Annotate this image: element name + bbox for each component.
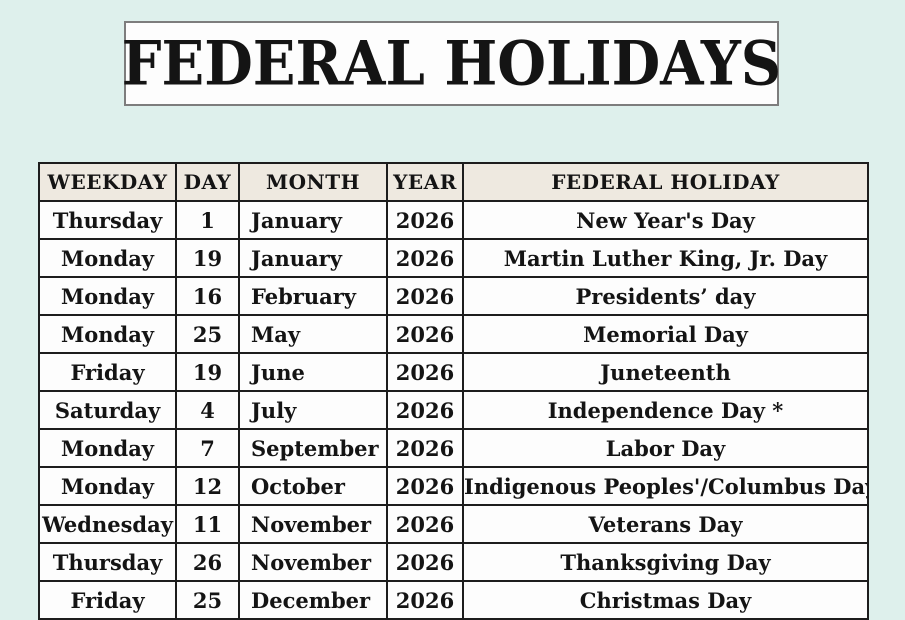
table-row: Wednesday 11 November 2026 Veterans Day — [38, 504, 869, 544]
cell-month: November — [238, 504, 388, 544]
cell-year: 2026 — [386, 504, 464, 544]
cell-day: 12 — [175, 466, 240, 506]
cell-month: December — [238, 580, 388, 620]
table-body: Thursday 1 January 2026 New Year's Day M… — [38, 200, 869, 620]
cell-federal-holiday: Veterans Day — [462, 504, 869, 544]
cell-federal-holiday: Thanksgiving Day — [462, 542, 869, 582]
header-year: YEAR — [386, 162, 464, 202]
table-header-row: WEEKDAY DAY MONTH YEAR FEDERAL HOLIDAY — [38, 162, 869, 202]
table-row: Thursday 26 November 2026 Thanksgiving D… — [38, 542, 869, 582]
cell-year: 2026 — [386, 352, 464, 392]
cell-weekday: Friday — [38, 580, 177, 620]
cell-day: 11 — [175, 504, 240, 544]
cell-year: 2026 — [386, 580, 464, 620]
table-row: Monday 25 May 2026 Memorial Day — [38, 314, 869, 354]
cell-year: 2026 — [386, 276, 464, 316]
cell-year: 2026 — [386, 238, 464, 278]
cell-day: 4 — [175, 390, 240, 430]
cell-day: 19 — [175, 238, 240, 278]
cell-month: February — [238, 276, 388, 316]
cell-month: September — [238, 428, 388, 468]
table-row: Monday 16 February 2026 Presidents’ day — [38, 276, 869, 316]
table-row: Saturday 4 July 2026 Independence Day * — [38, 390, 869, 430]
cell-year: 2026 — [386, 314, 464, 354]
cell-weekday: Monday — [38, 314, 177, 354]
cell-month: October — [238, 466, 388, 506]
cell-day: 19 — [175, 352, 240, 392]
table-row: Friday 25 December 2026 Christmas Day — [38, 580, 869, 620]
header-weekday: WEEKDAY — [38, 162, 177, 202]
cell-day: 25 — [175, 580, 240, 620]
cell-year: 2026 — [386, 390, 464, 430]
cell-federal-holiday: Memorial Day — [462, 314, 869, 354]
cell-month: November — [238, 542, 388, 582]
header-federal-holiday: FEDERAL HOLIDAY — [462, 162, 869, 202]
cell-year: 2026 — [386, 542, 464, 582]
cell-day: 1 — [175, 200, 240, 240]
cell-weekday: Friday — [38, 352, 177, 392]
cell-weekday: Thursday — [38, 200, 177, 240]
table-row: Thursday 1 January 2026 New Year's Day — [38, 200, 869, 240]
cell-day: 25 — [175, 314, 240, 354]
cell-month: May — [238, 314, 388, 354]
cell-weekday: Monday — [38, 238, 177, 278]
cell-weekday: Monday — [38, 466, 177, 506]
table-row: Friday 19 June 2026 Juneteenth — [38, 352, 869, 392]
cell-weekday: Monday — [38, 428, 177, 468]
cell-day: 16 — [175, 276, 240, 316]
cell-federal-holiday: New Year's Day — [462, 200, 869, 240]
cell-federal-holiday: Juneteenth — [462, 352, 869, 392]
federal-holidays-table: WEEKDAY DAY MONTH YEAR FEDERAL HOLIDAY T… — [38, 162, 869, 620]
cell-federal-holiday: Presidents’ day — [462, 276, 869, 316]
cell-year: 2026 — [386, 466, 464, 506]
header-month: MONTH — [238, 162, 388, 202]
header-day: DAY — [175, 162, 240, 202]
cell-year: 2026 — [386, 200, 464, 240]
cell-federal-holiday: Indigenous Peoples'/Columbus Day — [462, 466, 869, 506]
cell-weekday: Thursday — [38, 542, 177, 582]
cell-year: 2026 — [386, 428, 464, 468]
title-box: FEDERAL HOLIDAYS — [121, 21, 782, 106]
cell-weekday: Wednesday — [38, 504, 177, 544]
cell-weekday: Saturday — [38, 390, 177, 430]
cell-month: June — [238, 352, 388, 392]
page-title: FEDERAL HOLIDAYS — [121, 27, 782, 100]
cell-month: July — [238, 390, 388, 430]
cell-federal-holiday: Independence Day * — [462, 390, 869, 430]
cell-federal-holiday: Christmas Day — [462, 580, 869, 620]
cell-month: January — [238, 200, 388, 240]
cell-federal-holiday: Labor Day — [462, 428, 869, 468]
cell-month: January — [238, 238, 388, 278]
cell-day: 26 — [175, 542, 240, 582]
cell-weekday: Monday — [38, 276, 177, 316]
table-row: Monday 12 October 2026 Indigenous People… — [38, 466, 869, 506]
cell-federal-holiday: Martin Luther King, Jr. Day — [462, 238, 869, 278]
cell-day: 7 — [175, 428, 240, 468]
table-row: Monday 19 January 2026 Martin Luther Kin… — [38, 238, 869, 278]
table-row: Monday 7 September 2026 Labor Day — [38, 428, 869, 468]
